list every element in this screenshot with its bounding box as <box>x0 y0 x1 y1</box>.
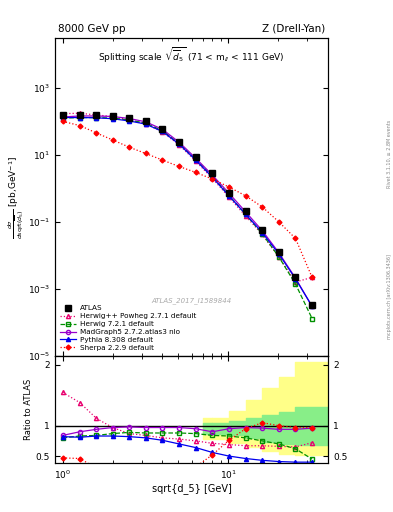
ATLAS <box>177 138 182 144</box>
ATLAS <box>77 112 82 118</box>
Y-axis label: $\frac{d\sigma}{d\mathrm{sqrt}(\overline{d}_5)}$ [pb,GeV$^{-1}$]: $\frac{d\sigma}{d\mathrm{sqrt}(\overline… <box>6 156 25 239</box>
ATLAS <box>243 208 248 214</box>
X-axis label: sqrt{d_5} [GeV]: sqrt{d_5} [GeV] <box>152 483 231 494</box>
Text: mcplots.cern.ch [arXiv:1306.3436]: mcplots.cern.ch [arXiv:1306.3436] <box>387 254 391 339</box>
ATLAS <box>143 118 148 124</box>
Text: 8000 GeV pp: 8000 GeV pp <box>58 24 125 34</box>
ATLAS <box>260 227 264 233</box>
ATLAS <box>160 126 165 132</box>
ATLAS <box>276 248 281 254</box>
ATLAS <box>94 112 99 118</box>
ATLAS <box>127 115 132 121</box>
ATLAS <box>310 303 314 309</box>
Text: ATLAS_2017_I1589844: ATLAS_2017_I1589844 <box>151 297 232 304</box>
Y-axis label: Ratio to ATLAS: Ratio to ATLAS <box>24 379 33 440</box>
Text: Splitting scale $\sqrt{\overline{d}_5}$ (71 < m$_{ll}$ < 111 GeV): Splitting scale $\sqrt{\overline{d}_5}$ … <box>98 47 285 66</box>
ATLAS <box>210 170 215 177</box>
ATLAS <box>193 154 198 160</box>
Line: ATLAS: ATLAS <box>60 112 315 308</box>
ATLAS <box>110 113 115 119</box>
ATLAS <box>227 189 231 196</box>
ATLAS <box>60 112 65 118</box>
Legend: ATLAS, Herwig++ Powheg 2.7.1 default, Herwig 7.2.1 default, MadGraph5 2.7.2.atla: ATLAS, Herwig++ Powheg 2.7.1 default, He… <box>59 304 197 352</box>
Text: Rivet 3.1.10, ≥ 2.8M events: Rivet 3.1.10, ≥ 2.8M events <box>387 119 391 188</box>
Text: Z (Drell-Yan): Z (Drell-Yan) <box>262 24 325 34</box>
ATLAS <box>293 274 298 281</box>
